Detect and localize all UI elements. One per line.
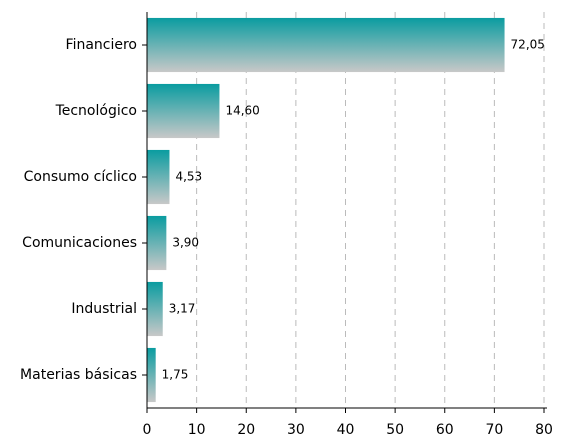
value-label: 3,90 (172, 236, 199, 250)
x-tick-label: 40 (337, 422, 355, 437)
x-tick-label: 10 (188, 422, 206, 437)
x-tick-label: 20 (237, 422, 255, 437)
value-label: 14,60 (225, 104, 259, 118)
bar (147, 215, 167, 271)
y-tick-label: Industrial (71, 301, 137, 317)
y-tick-label: Consumo cíclico (24, 169, 137, 185)
x-tick-label: 70 (485, 422, 503, 437)
x-tick-label: 60 (436, 422, 454, 437)
value-label: 4,53 (175, 170, 202, 184)
x-tick-label: 30 (287, 422, 305, 437)
x-tick-label: 50 (386, 422, 404, 437)
bar (147, 149, 170, 205)
value-label: 72,05 (511, 38, 545, 52)
y-tick-label: Tecnológico (55, 103, 137, 119)
x-tick-label: 80 (535, 422, 553, 437)
bar (147, 281, 163, 337)
bar (147, 347, 156, 403)
x-tick-label: 0 (143, 422, 152, 437)
y-tick-label: Financiero (66, 37, 137, 53)
y-tick-label: Materias básicas (20, 367, 137, 383)
y-tick-label: Comunicaciones (22, 235, 137, 251)
bar (147, 83, 220, 139)
bar (147, 17, 505, 73)
value-label: 3,17 (169, 302, 196, 316)
value-label: 1,75 (162, 368, 189, 382)
